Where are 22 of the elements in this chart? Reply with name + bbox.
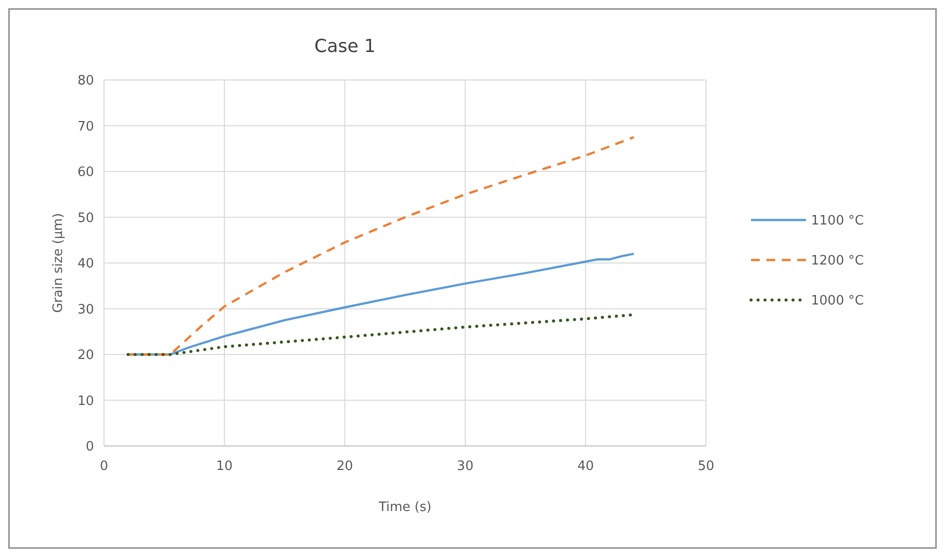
y-tick-label: 0 (86, 440, 94, 455)
y-tick-label: 80 (77, 74, 94, 89)
x-tick-label: 0 (100, 459, 108, 474)
line-series (126, 136, 635, 356)
x-axis-title: Time (s) (378, 500, 432, 515)
x-tick-label: 10 (216, 459, 233, 474)
x-tick-label: 50 (698, 459, 714, 474)
chart-title: Case 1 (314, 36, 376, 57)
y-tick-label: 10 (77, 394, 94, 409)
legend-label: 1000 °C (811, 294, 864, 309)
y-tick-label: 70 (77, 119, 94, 134)
y-tick-label: 30 (77, 302, 94, 318)
y-axis-title: Grain size (µm) (51, 213, 66, 313)
y-tick-label: 60 (77, 165, 94, 180)
legend-label: 1200 °C (811, 254, 864, 269)
x-tick-label: 40 (577, 459, 594, 474)
y-tick-label: 50 (77, 210, 94, 226)
y-tick-label: 20 (77, 348, 94, 364)
x-tick-label: 30 (456, 459, 474, 474)
x-tick-label: 20 (336, 459, 354, 474)
y-tick-label: 40 (77, 256, 94, 272)
legend-label: 1100 °C (811, 214, 864, 229)
